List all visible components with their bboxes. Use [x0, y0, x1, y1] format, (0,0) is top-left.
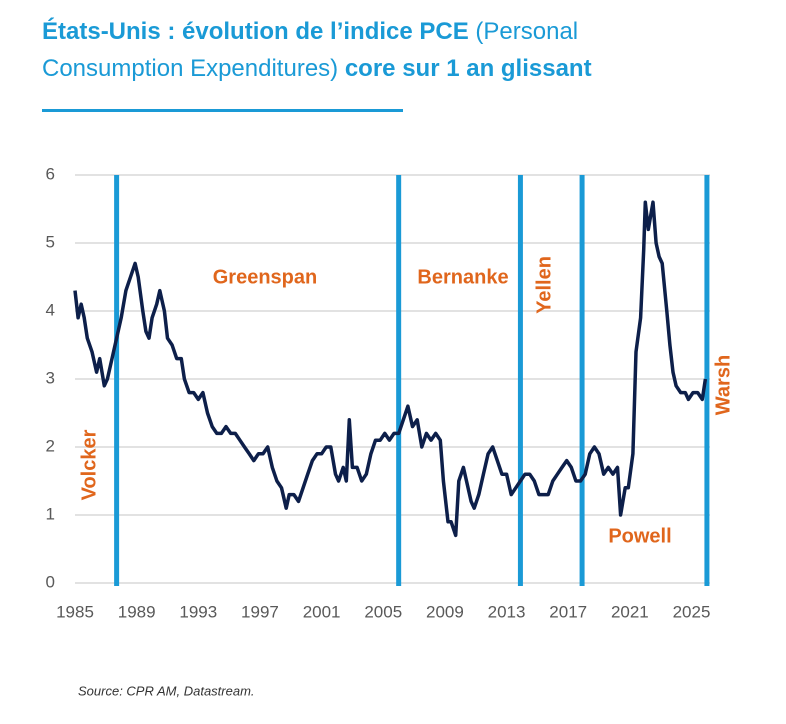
- chair-label: Volcker: [78, 429, 100, 500]
- y-tick-label: 1: [46, 504, 55, 523]
- y-tick-label: 2: [46, 436, 55, 455]
- y-tick-label: 4: [46, 300, 55, 319]
- x-tick-label: 2001: [303, 602, 341, 621]
- x-tick-label: 1989: [118, 602, 156, 621]
- x-tick-label: 2013: [488, 602, 526, 621]
- x-tick-label: 2009: [426, 602, 464, 621]
- x-tick-label: 2021: [611, 602, 649, 621]
- title-underline: [42, 109, 403, 112]
- x-tick-label: 1997: [241, 602, 279, 621]
- x-tick-label: 2025: [673, 602, 711, 621]
- x-tick-label: 2005: [364, 602, 402, 621]
- chair-label: Greenspan: [213, 266, 317, 288]
- x-tick-label: 1985: [56, 602, 94, 621]
- x-tick-label: 2017: [549, 602, 587, 621]
- y-tick-label: 5: [46, 232, 55, 251]
- chair-label: Yellen: [533, 256, 555, 314]
- data-line: [73, 200, 708, 538]
- chair-label: Bernanke: [417, 266, 508, 288]
- y-tick-label: 3: [46, 368, 55, 387]
- y-tick-label: 6: [46, 164, 55, 183]
- x-tick-label: 1993: [179, 602, 217, 621]
- title-part: États-Unis : évolution de l’indice PCE: [42, 17, 469, 45]
- y-tick-label: 0: [46, 572, 55, 591]
- title-part: (Personal: [469, 18, 578, 45]
- source-note: Source: CPR AM, Datastream.: [78, 683, 255, 698]
- chair-label: Powell: [608, 525, 671, 547]
- chart-title: États-Unis : évolution de l’indice PCE (…: [42, 17, 578, 45]
- chart-title: Consumption Expenditures) core sur 1 an …: [42, 55, 592, 82]
- chair-label: Warsh: [712, 355, 734, 415]
- title-part: core sur 1 an glissant: [338, 55, 591, 82]
- title-part: Consumption Expenditures): [42, 55, 338, 82]
